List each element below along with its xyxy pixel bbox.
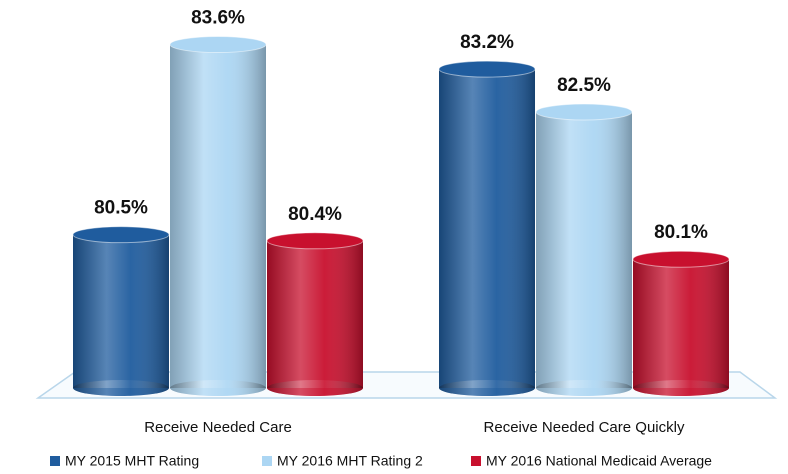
bar <box>266 232 364 396</box>
value-label: 82.5% <box>557 75 611 96</box>
value-label: 80.4% <box>288 204 342 225</box>
value-label: 83.6% <box>191 8 245 29</box>
bar-shade <box>536 112 632 388</box>
value-label: 80.1% <box>654 222 708 243</box>
legend-label: MY 2016 MHT Rating 2 <box>277 453 423 469</box>
bar-top <box>632 250 730 268</box>
bar <box>535 103 633 396</box>
plot-area: Receive Needed Care 80.5% 83.6% 80.4% Receiv… <box>50 8 730 469</box>
bar <box>169 36 267 396</box>
bar-top <box>438 60 536 78</box>
bar <box>632 250 730 396</box>
value-label: 83.2% <box>460 32 514 53</box>
bar <box>72 226 170 396</box>
legend-swatch <box>471 456 481 466</box>
bar-shade <box>170 44 266 389</box>
bar <box>438 60 536 396</box>
bar-top <box>169 36 267 54</box>
bar-shade <box>73 234 169 388</box>
bar-top <box>72 226 170 244</box>
bar-top <box>266 232 364 250</box>
legend-label: MY 2015 MHT Rating <box>65 453 199 469</box>
bar-top <box>535 103 633 121</box>
legend-swatch <box>50 456 60 466</box>
value-label: 80.5% <box>94 198 148 219</box>
bar-shade <box>267 240 363 388</box>
bar-shade <box>439 69 535 389</box>
x-tick-label: Receive Needed Care Quickly <box>484 419 685 436</box>
bar-shade <box>633 259 729 388</box>
legend-label: MY 2016 National Medicaid Average <box>486 453 712 469</box>
legend-swatch <box>262 456 272 466</box>
x-tick-label: Receive Needed Care <box>144 419 292 436</box>
